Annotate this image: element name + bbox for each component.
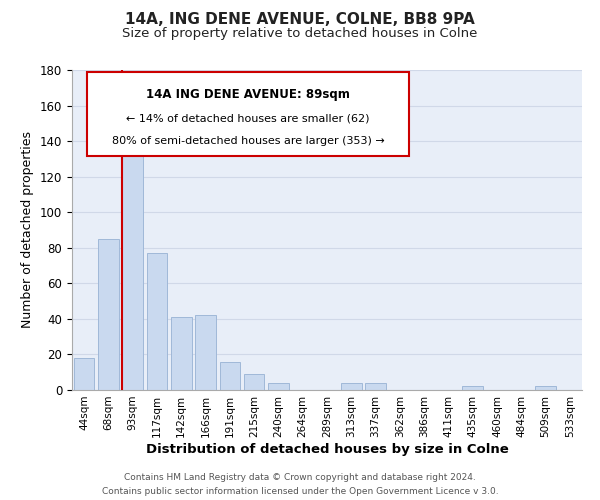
Text: Contains public sector information licensed under the Open Government Licence v : Contains public sector information licen… bbox=[101, 486, 499, 496]
Bar bbox=[195, 316, 216, 390]
Text: Size of property relative to detached houses in Colne: Size of property relative to detached ho… bbox=[122, 28, 478, 40]
Text: 80% of semi-detached houses are larger (353) →: 80% of semi-detached houses are larger (… bbox=[112, 136, 385, 145]
FancyBboxPatch shape bbox=[88, 72, 409, 156]
Bar bbox=[341, 383, 362, 390]
Y-axis label: Number of detached properties: Number of detached properties bbox=[22, 132, 34, 328]
Text: 14A, ING DENE AVENUE, COLNE, BB8 9PA: 14A, ING DENE AVENUE, COLNE, BB8 9PA bbox=[125, 12, 475, 28]
Bar bbox=[146, 253, 167, 390]
Bar bbox=[365, 383, 386, 390]
Bar bbox=[122, 134, 143, 390]
X-axis label: Distribution of detached houses by size in Colne: Distribution of detached houses by size … bbox=[146, 442, 508, 456]
Bar bbox=[244, 374, 265, 390]
Bar bbox=[220, 362, 240, 390]
Text: Contains HM Land Registry data © Crown copyright and database right 2024.: Contains HM Land Registry data © Crown c… bbox=[124, 473, 476, 482]
Bar bbox=[535, 386, 556, 390]
Bar bbox=[171, 317, 191, 390]
Bar bbox=[98, 239, 119, 390]
Text: 14A ING DENE AVENUE: 89sqm: 14A ING DENE AVENUE: 89sqm bbox=[146, 88, 350, 101]
Bar bbox=[74, 358, 94, 390]
Bar bbox=[268, 383, 289, 390]
Bar bbox=[463, 386, 483, 390]
Text: ← 14% of detached houses are smaller (62): ← 14% of detached houses are smaller (62… bbox=[126, 113, 370, 123]
